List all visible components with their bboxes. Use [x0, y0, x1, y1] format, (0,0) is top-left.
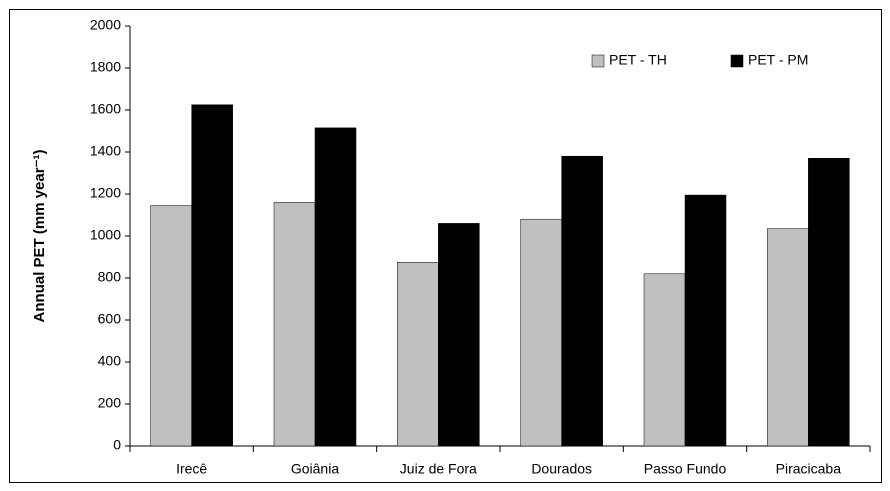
bar [150, 205, 192, 447]
bar [767, 228, 809, 447]
legend-swatch [730, 54, 744, 68]
bar [314, 127, 357, 447]
legend-label: PET - PM [748, 52, 808, 68]
legend-label: PET - TH [609, 52, 667, 68]
y-tick-label: 800 [98, 269, 122, 285]
bar [520, 218, 562, 447]
y-tick-label: 0 [113, 437, 121, 453]
bar [438, 223, 480, 447]
y-tick-label: 600 [98, 311, 122, 327]
bar [684, 194, 727, 447]
bar [397, 262, 439, 447]
y-tick-label: 400 [98, 353, 122, 369]
y-tick-label: 1400 [90, 143, 121, 159]
x-tick-label: Dourados [531, 461, 592, 477]
x-tick-label: Passo Fundo [644, 461, 727, 477]
y-tick-label: 200 [98, 395, 122, 411]
y-axis-label: Annual PET (mm year⁻¹) [31, 150, 48, 323]
bar [273, 202, 316, 447]
bar [191, 104, 233, 447]
legend-swatch [591, 54, 605, 68]
y-tick-label: 1200 [90, 185, 121, 201]
y-tick-label: 2000 [90, 17, 121, 33]
y-tick-label: 1000 [90, 227, 121, 243]
bar [561, 155, 603, 447]
x-tick-label: Piracicaba [776, 461, 842, 477]
bar [808, 158, 850, 447]
y-tick-label: 1600 [90, 101, 121, 117]
x-tick-label: Juiz de Fora [400, 461, 477, 477]
x-tick-label: Irecê [176, 461, 207, 477]
bar [643, 273, 686, 447]
x-tick-label: Goiânia [291, 461, 339, 477]
y-tick-label: 1800 [90, 59, 121, 75]
